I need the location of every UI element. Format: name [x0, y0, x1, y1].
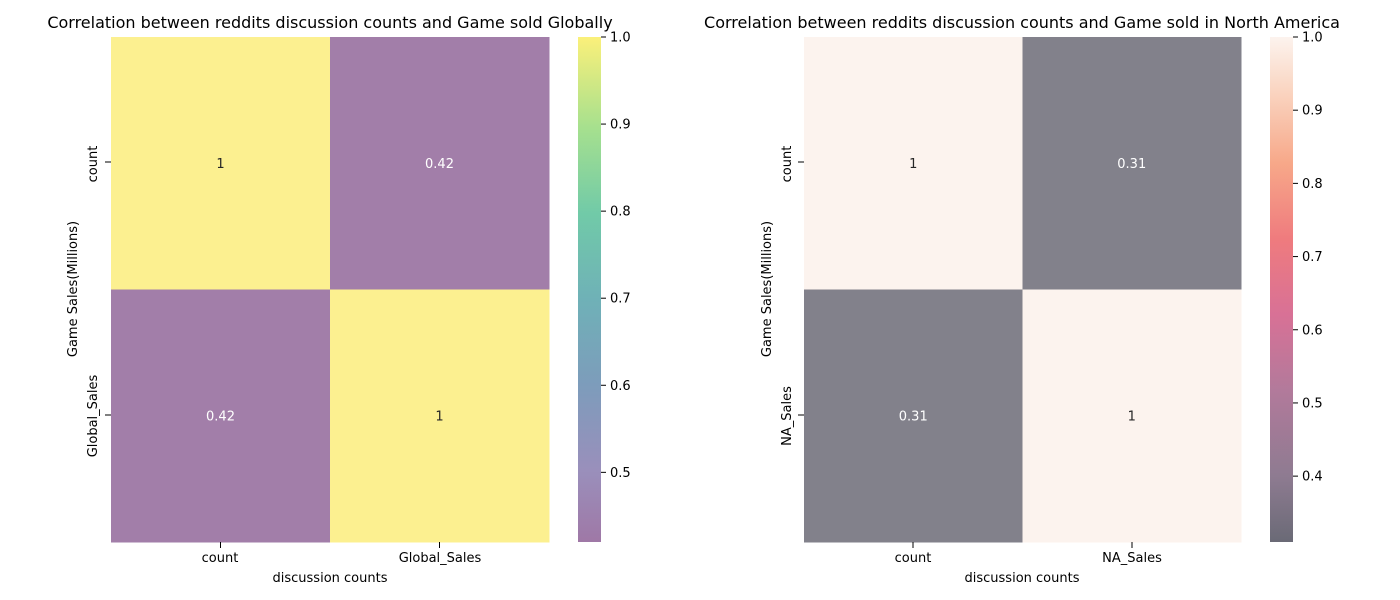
heatmap-cell: [330, 289, 550, 543]
x-axis-label: discussion counts: [273, 571, 388, 586]
y-tick-label: count: [780, 146, 795, 183]
heatmap-cell: [1022, 289, 1242, 543]
x-tick-label: Global_Sales: [399, 551, 482, 566]
x-tick-label: count: [202, 551, 239, 566]
colorbar-tick-label: 0.8: [610, 205, 631, 220]
colorbar: 0.5 0.6 0.7 0.8 0.9 1.0: [578, 31, 631, 542]
colorbar-tick-label: 0.9: [610, 118, 631, 133]
colorbar-tick-label: 0.7: [1302, 250, 1323, 265]
y-tick-label: NA_Sales: [780, 386, 795, 446]
x-axis-label: discussion counts: [965, 571, 1080, 586]
y-tick-label: count: [86, 146, 101, 183]
cell-value-label: 1: [1128, 409, 1136, 424]
colorbar-tick-label: 0.5: [1302, 396, 1323, 411]
x-tick-label: count: [895, 551, 932, 566]
colorbar-tick-label: 0.9: [1302, 104, 1323, 119]
y-axis-label: Game Sales(Millions): [66, 221, 81, 357]
cell-value-label: 0.31: [899, 409, 928, 424]
colorbar-tick-label: 0.6: [1302, 323, 1323, 338]
cell-value-label: 1: [909, 157, 917, 172]
colorbar: 0.4 0.5 0.6 0.7 0.8 0.9 1.0: [1270, 31, 1323, 542]
colorbar-gradient: [578, 37, 601, 542]
axis-ticks: [798, 161, 1133, 548]
y-tick-label: Global_Sales: [86, 374, 101, 457]
colorbar-tick-label: 0.8: [1302, 177, 1323, 192]
chart-title: Correlation between reddits discussion c…: [47, 13, 612, 32]
axis-ticks: [105, 161, 440, 548]
colorbar-tick-label: 0.5: [610, 466, 631, 481]
x-tick-label: NA_Sales: [1102, 551, 1162, 566]
cell-value-label: 1: [435, 409, 443, 424]
cell-value-label: 0.42: [425, 157, 454, 172]
colorbar-tick-label: 0.6: [610, 379, 631, 394]
y-axis-label: Game Sales(Millions): [760, 221, 775, 357]
heatmap-cell: [804, 37, 1023, 290]
cell-value-label: 1: [216, 157, 224, 172]
chart-title: Correlation between reddits discussion c…: [704, 13, 1340, 32]
heatmap-cell: [111, 37, 331, 290]
cell-value-label: 0.31: [1117, 157, 1146, 172]
heatmap-cell: [111, 289, 331, 543]
heatmap-cell: [804, 289, 1023, 543]
colorbar-gradient: [1270, 37, 1293, 542]
heatmap-cell: [330, 37, 550, 290]
colorbar-tick-label: 0.7: [610, 292, 631, 307]
cell-value-label: 0.42: [206, 409, 235, 424]
colorbar-tick-label: 0.4: [1302, 470, 1323, 485]
heatmap-cell: [1022, 37, 1242, 290]
heatmap-global: Correlation between reddits discussion c…: [47, 13, 630, 586]
colorbar-tick-label: 1.0: [1302, 31, 1323, 46]
heatmap-cells: 1 0.31 0.31 1: [804, 37, 1242, 543]
heatmap-cells: 1 0.42 0.42 1: [111, 37, 550, 543]
heatmap-north-america: Correlation between reddits discussion c…: [704, 13, 1340, 586]
colorbar-tick-label: 1.0: [610, 31, 631, 46]
